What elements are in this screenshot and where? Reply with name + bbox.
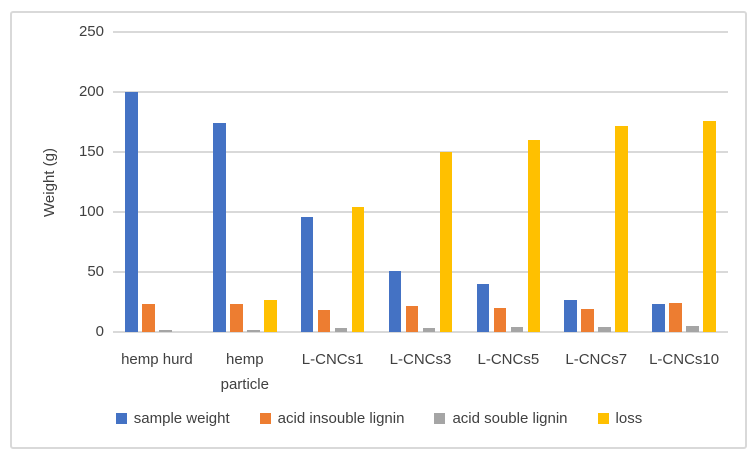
y-tick-label: 0 <box>95 323 104 340</box>
bar <box>493 308 507 332</box>
bar <box>317 310 331 332</box>
legend: sample weight acid insouble lignin acid so… <box>10 410 748 427</box>
gridline <box>113 271 728 273</box>
gridline <box>113 211 728 213</box>
bar <box>159 329 172 332</box>
x-axis-line <box>113 331 728 333</box>
y-axis-title: Weight (g) <box>36 32 62 332</box>
bar <box>334 328 348 332</box>
bar <box>230 304 243 332</box>
plot-area <box>113 31 728 333</box>
bar <box>422 328 436 332</box>
bar <box>300 216 314 332</box>
x-category-label: L-CNCs5 <box>477 351 540 368</box>
bar <box>703 120 716 332</box>
bar <box>405 305 419 332</box>
bar <box>439 152 453 332</box>
bar <box>527 140 541 332</box>
y-tick-label: 150 <box>78 143 104 160</box>
bar <box>564 299 577 332</box>
y-tick-label: 50 <box>87 263 104 280</box>
bar <box>351 207 365 332</box>
x-category-label: hemp particle <box>220 351 269 393</box>
y-tick-label: 200 <box>78 83 104 100</box>
bar <box>247 329 260 332</box>
legend-item: acid insouble lignin <box>259 410 405 427</box>
legend-item: sample weight <box>115 410 230 427</box>
bar-groups <box>113 32 728 332</box>
bar <box>652 304 665 332</box>
x-category-label: L-CNCs1 <box>301 351 364 368</box>
x-category-label: L-CNCs7 <box>565 351 628 368</box>
bar <box>476 284 490 332</box>
legend-label: loss <box>615 410 643 427</box>
bar-group <box>640 32 728 332</box>
bar-group <box>552 32 640 332</box>
bar <box>125 92 138 332</box>
gridline <box>113 91 728 93</box>
legend-item: acid souble lignin <box>434 410 568 427</box>
legend-label: acid insouble lignin <box>277 410 405 427</box>
gridline <box>113 31 728 33</box>
bar <box>510 327 524 332</box>
bar <box>669 303 682 332</box>
legend-label: sample weight <box>133 410 230 427</box>
bar <box>388 270 402 332</box>
x-category-label: L-CNCs3 <box>389 351 452 368</box>
y-tick-label: 100 <box>78 203 104 220</box>
legend-swatch-icon <box>434 413 446 424</box>
bar <box>142 304 155 332</box>
legend-swatch-icon <box>597 413 609 424</box>
x-category-label: L-CNCs10 <box>649 351 720 368</box>
bar-group <box>201 32 289 332</box>
legend-swatch-icon <box>259 413 271 424</box>
bar <box>615 125 628 332</box>
legend-item: loss <box>597 410 643 427</box>
bar <box>213 123 226 332</box>
y-axis-title-text: Weight (g) <box>40 147 58 217</box>
y-tick-label: 250 <box>78 23 104 40</box>
x-category-label: hemp hurd <box>121 351 193 368</box>
x-axis-category-labels: hemp hurd hemp particle L-CNCs1 L-CNCs3 L-CN… <box>113 347 728 397</box>
bar <box>598 327 611 332</box>
legend-label: acid souble lignin <box>452 410 568 427</box>
bar <box>264 299 277 332</box>
legend-swatch-icon <box>115 413 127 424</box>
bar-group <box>113 32 201 332</box>
bar <box>581 309 594 332</box>
bar-group <box>464 32 552 332</box>
gridline <box>113 151 728 153</box>
bar-group <box>377 32 465 332</box>
bar-group <box>289 32 377 332</box>
bar <box>686 326 699 332</box>
